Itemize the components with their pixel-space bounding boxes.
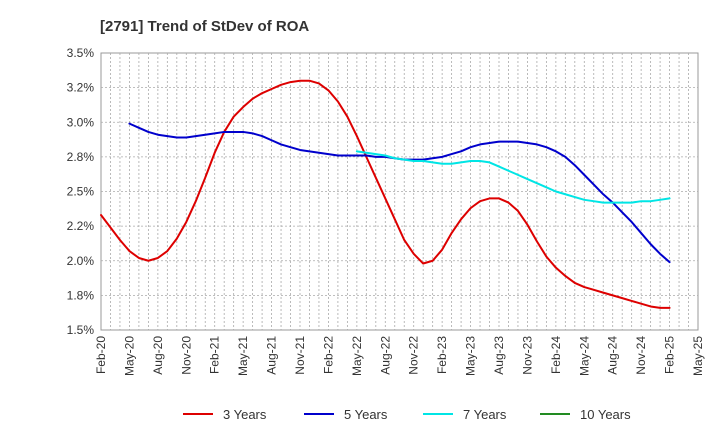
x-tick-label: May-21	[236, 336, 250, 376]
x-tick-label: May-23	[464, 336, 478, 376]
y-tick-label: 2.5%	[67, 185, 95, 199]
y-tick-label: 2.0%	[67, 254, 95, 268]
x-tick-label: Feb-23	[435, 336, 449, 374]
series-line-3-years	[100, 79, 671, 309]
x-tick-label: Aug-23	[492, 336, 506, 375]
y-tick-label: 2.8%	[67, 150, 95, 164]
x-tick-label: Aug-21	[265, 336, 279, 375]
x-tick-label: Nov-21	[293, 336, 307, 375]
grid-lines	[101, 53, 698, 330]
legend-item: 7 Years	[423, 407, 507, 422]
y-tick-label: 3.2%	[67, 81, 95, 95]
x-tick-label: Nov-23	[520, 336, 534, 375]
x-tick-label: Aug-24	[606, 336, 620, 375]
x-tick-label: Nov-24	[634, 336, 648, 375]
series-line-7-years	[355, 150, 671, 204]
x-tick-label: May-25	[691, 336, 705, 376]
x-tick-label: Nov-20	[179, 336, 193, 375]
x-tick-label: Feb-22	[321, 336, 335, 374]
x-axis-ticks: Feb-20 May-20 Aug-20 Nov-20 Feb-21 May-21 Aug-…	[94, 336, 705, 376]
x-tick-label: Aug-20	[151, 336, 165, 375]
x-tick-label: Nov-22	[407, 336, 421, 375]
series-lines	[100, 79, 671, 309]
y-tick-label: 3.5%	[67, 46, 95, 60]
legend-label: 7 Years	[463, 407, 507, 422]
legend-item: 10 Years	[540, 407, 631, 422]
x-tick-label: May-20	[122, 336, 136, 376]
chart-title: [2791] Trend of StDev of ROA	[100, 18, 309, 35]
x-tick-label: Feb-20	[94, 336, 108, 374]
x-tick-label: Feb-21	[208, 336, 222, 374]
legend-item: 3 Years	[183, 407, 267, 422]
y-tick-label: 2.2%	[67, 219, 95, 233]
x-tick-label: May-24	[577, 336, 591, 376]
y-tick-label: 1.8%	[67, 288, 95, 302]
x-tick-label: Feb-25	[663, 336, 677, 374]
legend-label: 3 Years	[223, 407, 267, 422]
x-tick-label: Feb-24	[549, 336, 563, 374]
y-tick-label: 1.5%	[67, 323, 95, 337]
legend-label: 5 Years	[344, 407, 388, 422]
y-tick-label: 3.0%	[67, 115, 95, 129]
legend-label: 10 Years	[580, 407, 631, 422]
y-axis-ticks: 3.5% 3.2% 3.0% 2.8% 2.5% 2.2% 2.0% 1.8% 1.5%	[67, 46, 95, 337]
x-tick-label: May-22	[350, 336, 364, 376]
legend-item: 5 Years	[304, 407, 388, 422]
legend: 3 Years 5 Years 7 Years 10 Years	[183, 407, 631, 422]
x-tick-label: Aug-22	[378, 336, 392, 375]
